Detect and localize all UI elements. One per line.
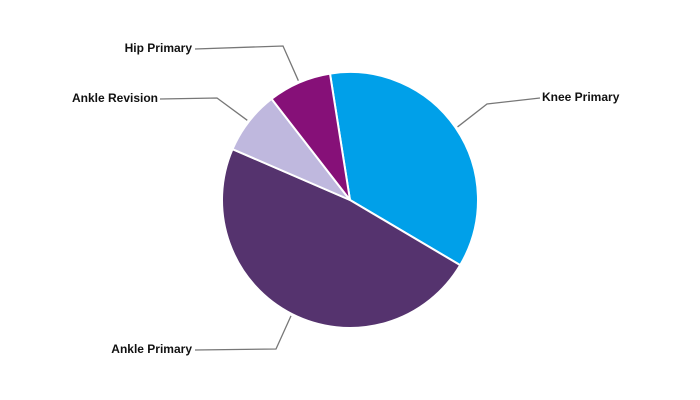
pie-slice xyxy=(270,72,351,201)
pie-slice xyxy=(328,71,479,267)
slice-label: Knee Primary xyxy=(542,90,620,104)
slice-label: Ankle Primary xyxy=(111,342,192,356)
leader-line xyxy=(194,315,292,351)
leader-line xyxy=(194,45,299,81)
leader-line xyxy=(457,97,541,128)
pie-slice xyxy=(221,147,462,329)
slice-label: Ankle Revision xyxy=(72,91,158,105)
leader-line xyxy=(159,97,248,121)
slice-label: Hip Primary xyxy=(125,41,193,55)
